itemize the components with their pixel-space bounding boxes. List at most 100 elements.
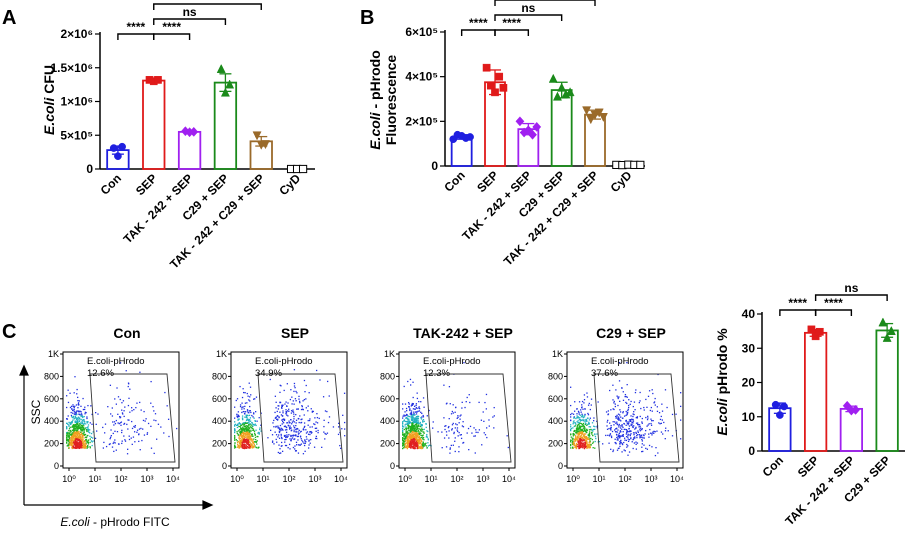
chart-a-sig-bracket <box>117 33 155 40</box>
chart-a-data-point <box>189 126 199 137</box>
flow-ylabel: SSC <box>29 399 43 424</box>
flow-gate-label: E.coli-pHrodo <box>255 356 313 367</box>
chart-a-data-point <box>154 76 162 84</box>
chart-b-data-point <box>565 87 575 97</box>
flow-ytick-label: 200 <box>212 439 227 449</box>
flow-ytick-label: 0 <box>222 461 227 471</box>
chart-a-data-point <box>252 131 262 141</box>
panel-letter-c: C <box>2 321 16 343</box>
flow-plot: SEP 0 200 400 600 800 1K 10⁰ 10¹ 10² 10³ 10⁴ E.coli-… <box>212 325 348 484</box>
chart-b-data-point <box>552 91 562 101</box>
flow-gate <box>257 373 344 463</box>
chart-c-sig-label: **** <box>788 296 807 310</box>
chart-b-data-point <box>515 116 525 127</box>
flow-density-dots <box>402 362 509 454</box>
flow-frame <box>62 351 180 469</box>
flow-xtick-label: 10¹ <box>88 474 101 484</box>
chart-b-ytick-label: 0 <box>431 159 438 173</box>
flow-xtick-label: 10³ <box>476 474 489 484</box>
chart-c-data-point <box>776 411 784 419</box>
chart-a-category-label: CyD <box>276 171 303 198</box>
chart-c-data-point <box>780 402 788 411</box>
flow-ytick-label: 1K <box>48 349 59 359</box>
chart-b-data-point <box>548 73 558 83</box>
panel-letter-a: A <box>2 7 16 29</box>
flow-xtick-label: 10² <box>282 474 295 484</box>
chart-a-ylabel: E.coli CFU <box>41 65 57 135</box>
chart-b-data-point <box>557 82 567 92</box>
flow-ytick-label: 0 <box>558 461 563 471</box>
chart-b-category-label: SEP <box>474 168 501 195</box>
chart-a-ytick-label: 1.5×10⁶ <box>50 61 93 75</box>
flow-xtick-label: 10¹ <box>256 474 269 484</box>
chart-b-sig-label: **** <box>469 16 488 30</box>
chart-c-category-label: SEP <box>795 453 822 480</box>
chart-a-sig-bracket <box>153 18 227 25</box>
chart-a-data-point <box>114 152 122 161</box>
chart-c-data-point <box>878 317 888 327</box>
chart-a-ytick-label: 0 <box>86 162 93 176</box>
flow-xtick-label: 10⁰ <box>230 474 244 484</box>
flow-xtick-label: 10² <box>114 474 127 484</box>
chart-a-bar <box>177 130 202 170</box>
chart-b-sig-label: **** <box>502 16 521 30</box>
chart-b-data-point <box>528 129 537 140</box>
flow-xtick-label: 10⁰ <box>398 474 412 484</box>
chart-b-data-point <box>636 160 645 169</box>
chart-a-data-point <box>260 140 270 150</box>
chart-b-sig-bracket <box>494 14 563 21</box>
flow-gate <box>593 373 680 463</box>
flow-frame <box>398 351 516 469</box>
flow-plot: C29 + SEP 0 200 400 600 800 1K 10⁰ 10¹ 10² 10³ 10⁴ E… <box>548 325 684 484</box>
chart-c-ytick-label: 10 <box>742 410 756 424</box>
flow-ytick-label: 600 <box>380 394 395 404</box>
flow-density-dots <box>234 369 346 455</box>
chart-c-sig-bracket <box>779 309 817 316</box>
chart-b-ytick-label: 6×10⁵ <box>405 25 438 39</box>
chart-a-category-label: Con <box>98 171 124 197</box>
chart-b-ylabel: E.coli - pHrodo <box>367 50 383 150</box>
chart-b-data-point <box>598 113 608 123</box>
flow-gate-label: E.coli-pHrodo <box>591 356 649 367</box>
flow-xtick-label: 10⁴ <box>334 474 348 484</box>
chart-b-data-point <box>495 72 504 81</box>
flow-ytick-label: 1K <box>384 349 395 359</box>
chart-b-data-point <box>482 63 491 72</box>
flow-plot: TAK-242 + SEP 0 200 400 600 800 1K 10⁰ 10¹ 10² 10³… <box>380 325 516 484</box>
chart-c-data-point <box>815 327 824 336</box>
chart-c-sig-label: **** <box>824 296 843 310</box>
chart-c-sig-bracket <box>814 309 853 316</box>
flow-xtick-label: 10⁴ <box>166 474 180 484</box>
chart-b-sig-bracket <box>460 29 496 36</box>
flow-axis-arrows <box>19 364 214 510</box>
flow-ytick-label: 0 <box>54 461 59 471</box>
chart-b-data-point <box>466 133 474 141</box>
chart-a-data-point <box>298 164 308 174</box>
chart-a-sig-label: **** <box>198 0 217 4</box>
chart-b-ytick-label: 4×10⁵ <box>405 70 438 84</box>
flow-title: C29 + SEP <box>596 325 666 341</box>
chart-a-sig-label: **** <box>162 20 181 34</box>
flow-gate <box>425 373 512 463</box>
flow-xtick-label: 10² <box>450 474 463 484</box>
chart-a-data-point <box>109 144 118 152</box>
chart-c-ytick-label: 30 <box>742 341 756 355</box>
flow-gate-label: E.coli-pHrodo <box>423 356 481 367</box>
flow-plots: Con 0 200 400 600 800 1K 10⁰ 10¹ 10² 10³ 10⁴ E.coli-… <box>44 325 684 484</box>
chart-c-bar <box>875 329 899 452</box>
chart-a-bar <box>142 79 166 170</box>
flow-xtick-label: 10⁴ <box>670 474 684 484</box>
chart-a-ytick-label: 1×10⁶ <box>60 95 93 109</box>
flow-ytick-label: 400 <box>212 416 227 426</box>
flow-xtick-label: 10¹ <box>592 474 605 484</box>
chart-a-sig-label: **** <box>126 20 145 34</box>
chart-c-data-point <box>807 325 816 334</box>
chart-a-sig-bracket <box>153 3 262 10</box>
flow-frame <box>230 351 348 469</box>
chart-c-category-label: Con <box>760 453 786 479</box>
flow-ytick-label: 200 <box>548 439 563 449</box>
flow-ytick-label: 0 <box>390 461 395 471</box>
